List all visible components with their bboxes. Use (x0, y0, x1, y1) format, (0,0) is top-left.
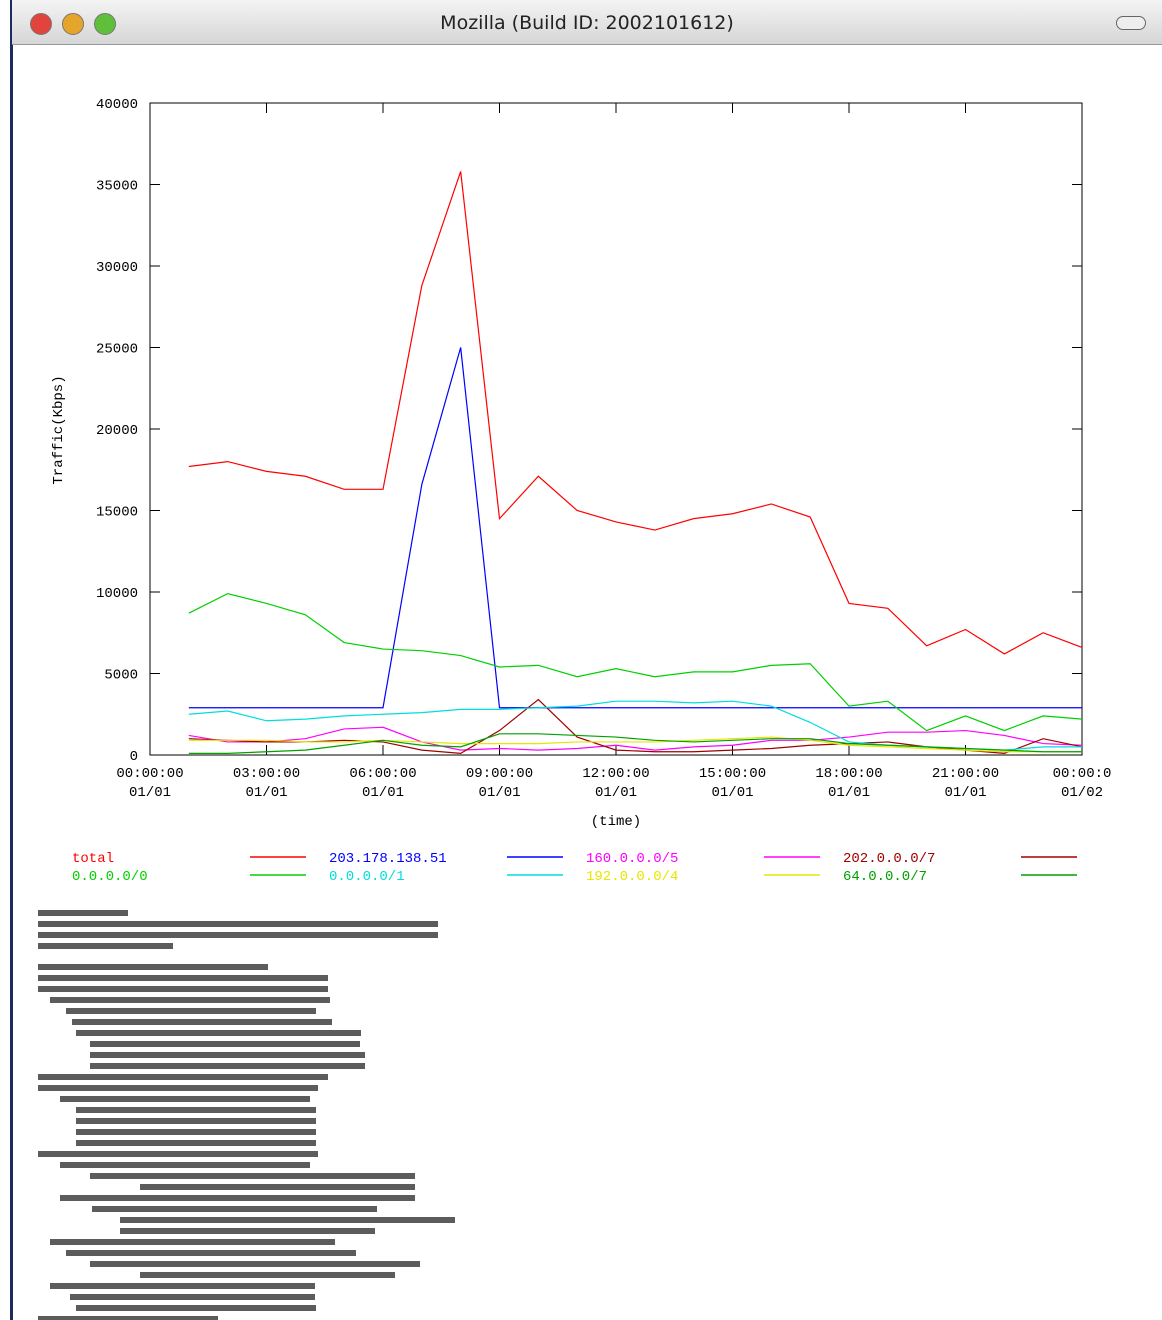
blurred-text-line (120, 1217, 455, 1223)
window-title: Mozilla (Build ID: 2002101612) (440, 12, 734, 34)
y-tick-label: 5000 (104, 668, 138, 684)
y-axis-label: Traffic(Kbps) (51, 375, 67, 484)
blurred-text-line (76, 1129, 316, 1135)
y-tick-label: 25000 (96, 342, 138, 358)
x-tick-label: 00:00:00 01/01 (116, 766, 184, 801)
blurred-text-line (50, 1283, 315, 1289)
y-tick-label: 0 (130, 749, 138, 765)
blurred-text-line (38, 1316, 218, 1320)
x-tick-label: 12:00:00 01/01 (582, 766, 650, 801)
blurred-text-line (50, 1239, 335, 1245)
x-tick-label: 06:00:00 01/01 (349, 766, 417, 801)
blurred-text-line (60, 1096, 310, 1102)
report-text (38, 910, 455, 1320)
blurred-text-line (38, 1085, 318, 1091)
legend-label: 202.0.0.0/7 (843, 851, 935, 867)
plot-border (149, 102, 1083, 756)
blurred-text-line (120, 1228, 375, 1234)
window-edge (10, 0, 13, 1320)
blurred-text-line (50, 997, 330, 1003)
series-line (188, 700, 1082, 751)
legend-label: 203.178.138.51 (329, 851, 447, 867)
blurred-text-line (76, 1118, 316, 1124)
legend-label: 160.0.0.0/5 (586, 851, 678, 867)
blurred-text-line (76, 1030, 361, 1036)
blurred-text-line (90, 1052, 365, 1058)
blurred-text-line (38, 1151, 318, 1157)
y-tick-label: 20000 (96, 423, 138, 439)
blurred-text-line (38, 921, 438, 927)
x-tick-label: 03:00:00 01/01 (232, 766, 301, 801)
zoom-button[interactable] (94, 13, 116, 35)
title-bar: Mozilla (Build ID: 2002101612) (12, 0, 1162, 45)
blurred-text-line (38, 986, 328, 992)
y-tick-label: 10000 (96, 586, 138, 602)
blurred-text-line (38, 975, 328, 981)
blurred-text-line (38, 1074, 328, 1080)
blurred-text-line (38, 932, 438, 938)
legend-label: 0.0.0.0/1 (329, 869, 405, 885)
blurred-text-line (90, 1063, 365, 1069)
blurred-text-line (38, 943, 173, 949)
blurred-text-line (60, 1162, 310, 1168)
legend-label: 64.0.0.0/7 (843, 869, 927, 885)
legend-label: total (72, 851, 114, 867)
x-tick-label: 18:00:00 01/01 (815, 766, 883, 801)
series-line (188, 736, 1082, 753)
blurred-text-line (90, 1173, 415, 1179)
y-tick-label: 30000 (96, 260, 138, 276)
blurred-text-line (92, 1206, 377, 1212)
legend-label: 0.0.0.0/0 (72, 869, 148, 885)
toolbar-toggle[interactable] (1116, 16, 1146, 30)
blurred-text-line (90, 1261, 420, 1267)
blurred-text-line (38, 910, 128, 916)
blurred-text-line (38, 964, 268, 970)
series-line (188, 733, 1082, 754)
blurred-text-line (76, 1305, 316, 1311)
close-button[interactable] (30, 13, 52, 35)
blurred-text-line (76, 1140, 316, 1146)
blurred-text-line (70, 1294, 315, 1300)
x-tick-label: 00:00:0 01/02 (1052, 766, 1112, 801)
x-tick-label: 09:00:00 01/01 (465, 766, 534, 801)
y-tick-label: 35000 (96, 179, 138, 195)
blurred-text-line (90, 1041, 360, 1047)
series-line (188, 347, 1082, 709)
blurred-text-line (140, 1184, 415, 1190)
minimize-button[interactable] (62, 13, 84, 35)
blurred-text-line (66, 1250, 356, 1256)
blurred-text-line (66, 1008, 316, 1014)
blurred-text-line (76, 1107, 316, 1113)
x-tick-label: 21:00:00 01/01 (931, 766, 1000, 801)
series-line (188, 592, 1083, 732)
x-axis-label: (time) (591, 814, 641, 830)
blurred-text-line (72, 1019, 332, 1025)
series-line (188, 171, 1083, 655)
x-tick-label: 15:00:00 01/01 (698, 766, 767, 801)
series-line (188, 726, 1083, 751)
y-tick-label: 15000 (96, 505, 138, 521)
blurred-text-line (60, 1195, 415, 1201)
blurred-text-line (140, 1272, 395, 1278)
y-tick-label: 40000 (96, 97, 138, 113)
legend-label: 192.0.0.0/4 (586, 869, 678, 885)
